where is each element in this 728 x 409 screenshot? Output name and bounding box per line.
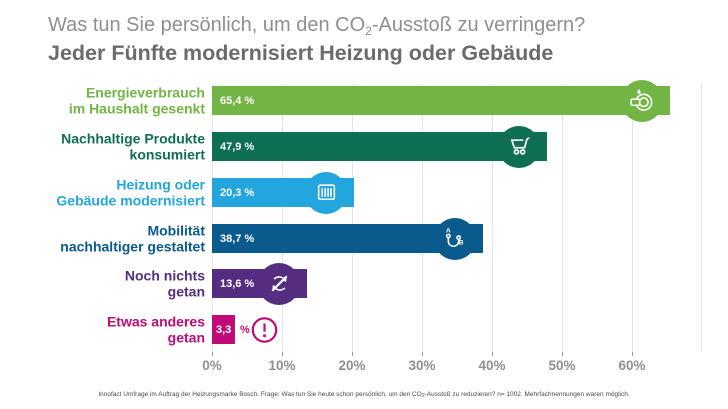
category-label: Energieverbrauch im Haushalt gesenkt <box>0 84 205 117</box>
exclamation-icon <box>250 315 279 344</box>
source-footnote: Innofact Umfrage im Auftrag der Heizungs… <box>0 391 728 399</box>
axis-tick <box>422 352 423 356</box>
no-action-cycle-icon <box>258 262 301 305</box>
axis-tick <box>212 352 213 356</box>
chart-headline: Jeder Fünfte modernisiert Heizung oder G… <box>48 41 554 65</box>
x-axis-label-10: 10% <box>268 358 296 373</box>
bar-nachhaltige-produkte: 47,9 % <box>212 125 548 168</box>
gridline-70pct <box>701 84 702 352</box>
bar-value-percent-suffix: % <box>240 323 250 336</box>
bar-value-label: 47,9 % <box>220 140 255 153</box>
plot-area <box>212 84 702 356</box>
category-label: Mobilität nachhaltiger gestaltet <box>0 222 205 255</box>
gridline-40pct <box>492 84 493 352</box>
x-axis-label-60: 60% <box>618 358 646 373</box>
category-label-line2: nachhaltiger gestaltet <box>60 238 205 255</box>
gridline-10pct <box>282 84 283 352</box>
bar-value-label: 20,3 % <box>220 186 255 199</box>
x-axis-label-40: 40% <box>478 358 506 373</box>
bar-heizung-gebaeude: 20,3 % <box>212 171 355 214</box>
gridline-60pct <box>632 84 633 352</box>
category-label: Etwas anderes getan <box>0 313 205 346</box>
radiator-icon <box>305 171 348 214</box>
title-text-pre: Was tun Sie persönlich, um den CO <box>48 14 366 36</box>
axis-tick <box>352 352 353 356</box>
bar-row-nachhaltige-produkte: Nachhaltige Produkte konsumiert 47,9 % <box>0 125 728 168</box>
category-label: Heizung oder Gebäude modernisiert <box>0 176 205 209</box>
category-label-line1: Etwas anderes <box>106 313 205 329</box>
footnote-text-pre: Innofact Umfrage im Auftrag der Heizungs… <box>98 391 422 398</box>
bar-mobilitaet: 38,7 % A B <box>212 217 483 260</box>
gridline-20pct <box>352 84 353 352</box>
svg-text:B: B <box>459 240 464 247</box>
category-label: Noch nichts getan <box>0 267 205 300</box>
svg-text:A: A <box>446 228 451 235</box>
category-label-line1: Nachhaltige Produkte <box>61 130 205 146</box>
gridline-30pct <box>422 84 423 352</box>
axis-tick <box>492 352 493 356</box>
category-label-line2: getan <box>167 283 205 300</box>
category-label-line1: Noch nichts <box>124 267 205 283</box>
bar-energieverbrauch: 65,4 % <box>212 79 670 122</box>
bar-noch-nichts: 13,6 % <box>212 262 308 305</box>
bar-row-mobilitaet: Mobilität nachhaltiger gestaltet 38,7 % A… <box>0 217 728 260</box>
route-a-to-b-icon: A B <box>433 217 476 260</box>
axis-tick <box>562 352 563 356</box>
x-axis-label-50: 50% <box>548 358 576 373</box>
bar-etwas-anderes: 3,3 <box>212 315 236 344</box>
category-label-line1: Mobilität <box>147 222 205 238</box>
axis-tick <box>282 352 283 356</box>
x-axis-label-30: 30% <box>408 358 436 373</box>
chart-question-title: Was tun Sie persönlich, um den CO2-Ausst… <box>48 14 585 38</box>
bar-row-heizung-gebaeude: Heizung oder Gebäude modernisiert 20,3 % <box>0 171 728 214</box>
axis-tick <box>632 352 633 356</box>
category-label-line1: Heizung oder <box>116 176 205 192</box>
category-label: Nachhaltige Produkte konsumiert <box>0 130 205 163</box>
bar-value-label: 13,6 % <box>220 277 255 290</box>
category-label-line2: im Haushalt gesenkt <box>68 100 205 117</box>
bar-value-label: 65,4 % <box>220 94 255 107</box>
dishes-water-drop-icon <box>620 79 663 122</box>
x-axis-label-0: 0% <box>202 358 222 373</box>
bar-value-label: 3,3 <box>216 323 232 336</box>
footnote-co2-subscript: 2 <box>421 393 425 399</box>
bar-row-etwas-anderes: Etwas anderes getan 3,3 % <box>0 313 728 346</box>
category-label-line2: konsumiert <box>129 146 205 163</box>
shopping-cart-icon <box>498 125 541 168</box>
footnote-text-post: -Ausstoß zu reduzieren? n= 1002. Mehrfac… <box>424 391 630 398</box>
category-label-line1: Energieverbrauch <box>85 84 205 100</box>
category-label-line2: Gebäude modernisiert <box>56 192 205 209</box>
category-label-line2: getan <box>167 329 205 346</box>
bar-row-energieverbrauch: Energieverbrauch im Haushalt gesenkt 65,4… <box>0 79 728 122</box>
title-co2-subscript: 2 <box>365 24 372 38</box>
bar-row-noch-nichts: Noch nichts getan 13,6 % <box>0 262 728 305</box>
x-axis-label-20: 20% <box>338 358 366 373</box>
gridline-50pct <box>562 84 563 352</box>
bar-value-label: 38,7 % <box>220 232 255 245</box>
title-text-post: -Ausstoß zu verringern? <box>371 14 586 36</box>
gridline-0pct <box>212 84 213 352</box>
